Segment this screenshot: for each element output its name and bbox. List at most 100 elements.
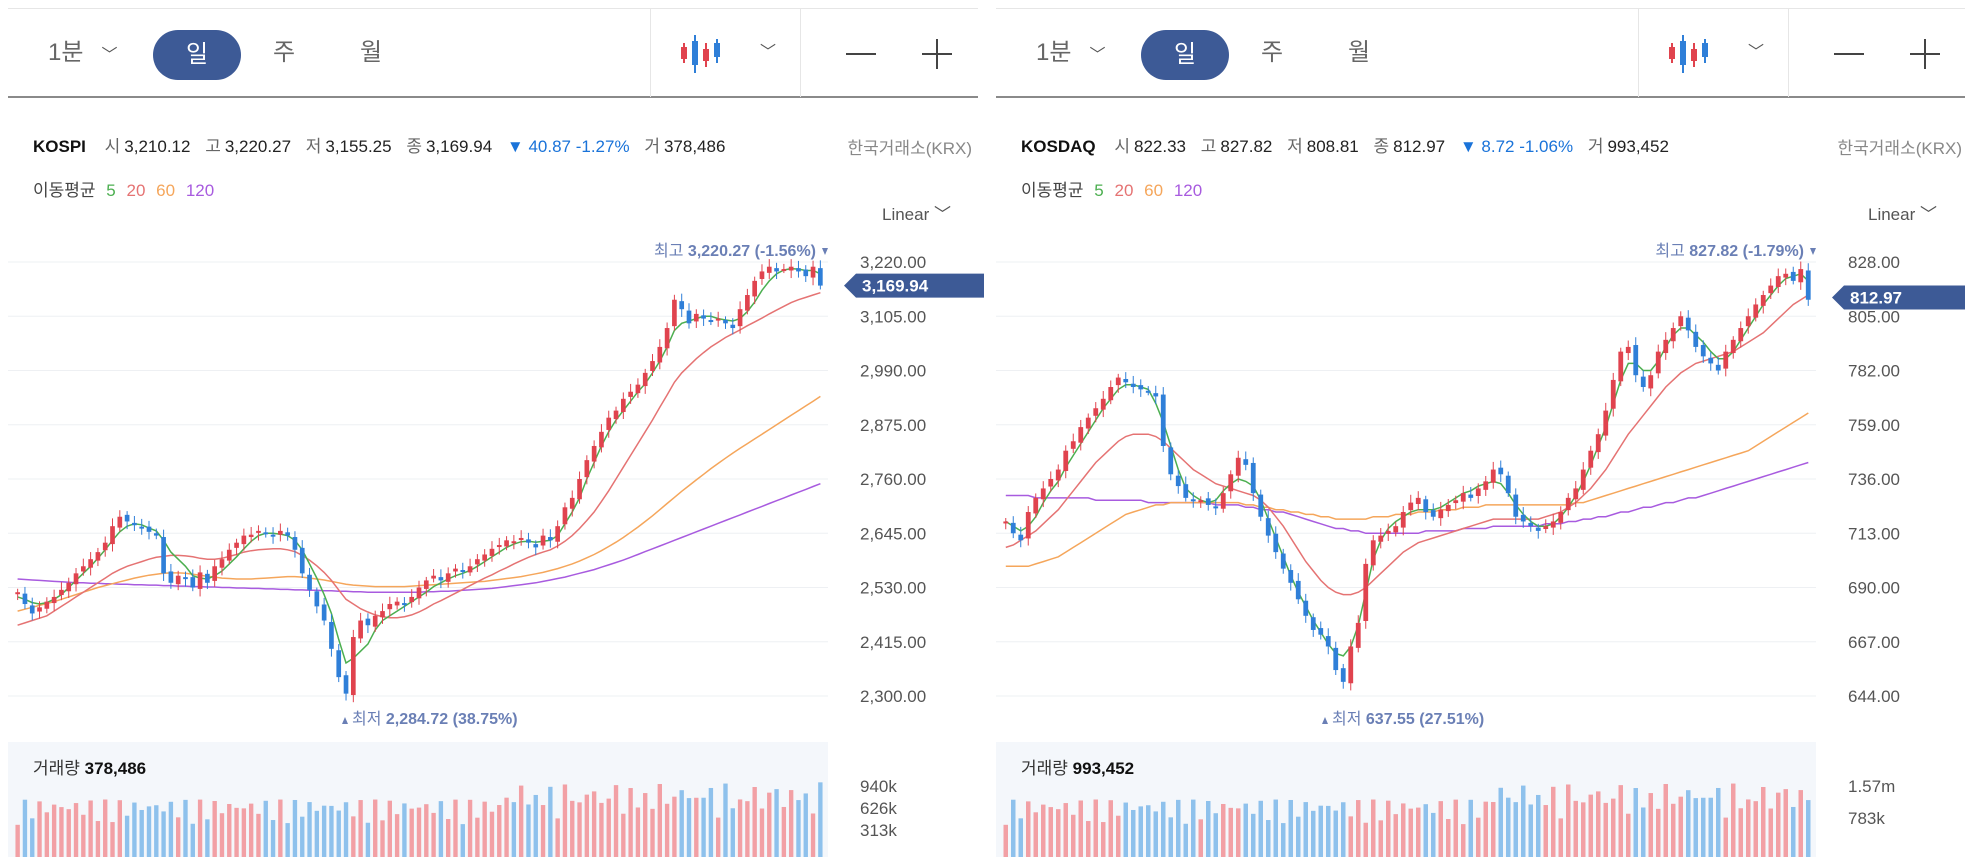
candle-body bbox=[693, 313, 699, 322]
volume-bar bbox=[1731, 783, 1736, 857]
volume-bar bbox=[657, 784, 662, 857]
volume-bar bbox=[307, 802, 312, 857]
volume-bar bbox=[1071, 814, 1076, 857]
timeframe-1min-dropdown[interactable]: 1분 ﹀ bbox=[48, 39, 118, 66]
y-tick-label: 644.00 bbox=[1848, 687, 1900, 706]
volume-bar bbox=[343, 802, 349, 857]
candle-body bbox=[1258, 494, 1264, 517]
volume-bar bbox=[482, 801, 487, 857]
volume-bar bbox=[1798, 790, 1803, 857]
candle-body bbox=[299, 547, 305, 574]
zoom-in-button[interactable] bbox=[1902, 31, 1948, 77]
volume-bar bbox=[1318, 805, 1323, 857]
ma120-legend[interactable]: 120 bbox=[185, 181, 215, 200]
candle-body bbox=[1655, 351, 1661, 374]
volume-bar bbox=[1716, 787, 1721, 857]
volume-bar bbox=[1093, 799, 1098, 857]
volume-bar bbox=[219, 813, 225, 857]
candle-body bbox=[1085, 417, 1091, 429]
exchange-label: 한국거래소(KRX) bbox=[847, 139, 972, 158]
symbol-name: KOSDAQ bbox=[1021, 137, 1096, 156]
candle-body bbox=[241, 535, 247, 545]
change-value: ▼ 8.72 -1.06% bbox=[1459, 137, 1574, 156]
chart-type-chevron-icon[interactable]: ﹀ bbox=[1748, 44, 1765, 61]
timeframe-day-button[interactable]: 일 bbox=[153, 30, 241, 80]
max-marker-icon bbox=[1810, 248, 1816, 255]
candle-body bbox=[1063, 450, 1069, 471]
volume-bar bbox=[1026, 801, 1031, 857]
volume-bar bbox=[759, 808, 765, 857]
candle-body bbox=[1183, 484, 1189, 498]
timeframe-week-button[interactable]: 주 bbox=[1261, 39, 1284, 66]
chart-toolbar: 1분 ﹀ 일 주 월 ﹀ bbox=[8, 8, 978, 98]
timeframe-month-button[interactable]: 월 bbox=[1348, 39, 1371, 66]
candle-body bbox=[314, 591, 320, 607]
volume-legend: 거래량 378,486 bbox=[33, 754, 146, 779]
exchange-label: 한국거래소(KRX) bbox=[1837, 139, 1962, 158]
scale-dropdown[interactable]: Linear ﹀ bbox=[1868, 200, 1937, 225]
candle-body bbox=[1198, 500, 1204, 503]
zoom-out-button[interactable] bbox=[838, 31, 884, 77]
candlestick-type-icon[interactable] bbox=[1668, 33, 1712, 75]
ma20-legend[interactable]: 20 bbox=[1114, 181, 1134, 200]
volume-bar bbox=[1536, 794, 1541, 857]
ma60-legend[interactable]: 60 bbox=[156, 181, 176, 200]
candle-body bbox=[263, 532, 269, 535]
candle-body bbox=[584, 460, 590, 478]
y-tick-label: 828.00 bbox=[1848, 253, 1900, 272]
volume-bar bbox=[1348, 816, 1353, 857]
zoom-out-button[interactable] bbox=[1826, 31, 1872, 77]
scale-dropdown[interactable]: Linear ﹀ bbox=[882, 200, 951, 225]
candlestick-type-icon[interactable] bbox=[680, 33, 724, 75]
candle-body bbox=[708, 320, 714, 323]
ma20-legend[interactable]: 20 bbox=[126, 181, 146, 200]
volume-bar bbox=[1701, 797, 1706, 857]
chart-type-chevron-icon[interactable]: ﹀ bbox=[760, 44, 777, 61]
ma60-legend[interactable]: 60 bbox=[1144, 181, 1164, 200]
candle-body bbox=[1790, 271, 1796, 281]
volume-total: 993,452 bbox=[1072, 759, 1135, 778]
price-chart[interactable]: 3,220.00 3,105.00 2,990.00 2,875.00 2,760.00… bbox=[8, 0, 984, 858]
ma5-legend[interactable]: 5 bbox=[1094, 181, 1104, 200]
candle-body bbox=[95, 552, 101, 561]
volume-bar bbox=[1806, 800, 1811, 857]
candle-body bbox=[686, 310, 692, 324]
candle-body bbox=[1685, 317, 1691, 331]
candle-body bbox=[73, 573, 79, 585]
candle-body bbox=[256, 530, 261, 533]
volume-bar bbox=[679, 790, 684, 857]
candle-body bbox=[387, 604, 393, 610]
volume-bar bbox=[124, 815, 130, 857]
timeframe-day-button[interactable]: 일 bbox=[1141, 30, 1229, 80]
candle-body bbox=[1145, 390, 1151, 393]
volume-bar bbox=[1483, 801, 1488, 857]
candle-body bbox=[818, 268, 823, 286]
candle-body bbox=[37, 607, 42, 612]
candle-body bbox=[1363, 563, 1369, 621]
volume-bar bbox=[460, 824, 465, 857]
price-chart[interactable]: 828.00 805.00 782.00 759.00 736.00 713.00 690.… bbox=[996, 0, 1965, 858]
high-label: 고 bbox=[1200, 137, 1217, 156]
timeframe-week-button[interactable]: 주 bbox=[273, 39, 296, 66]
candle-body bbox=[1153, 393, 1159, 397]
volume-bar bbox=[248, 803, 254, 857]
volume-bar bbox=[1648, 793, 1653, 857]
chevron-down-icon: ﹀ bbox=[101, 47, 118, 64]
timeframe-1min-dropdown[interactable]: 1분 ﹀ bbox=[1036, 39, 1106, 66]
volume-bar bbox=[1326, 805, 1331, 857]
ma120-legend[interactable]: 120 bbox=[1173, 181, 1203, 200]
candle-body bbox=[1648, 375, 1654, 389]
volume-bar bbox=[103, 799, 108, 857]
candle-body bbox=[1385, 530, 1391, 534]
candle-body bbox=[1760, 295, 1766, 306]
volume-bar bbox=[146, 806, 152, 857]
candle-body bbox=[1400, 512, 1406, 528]
zoom-in-button[interactable] bbox=[914, 31, 960, 77]
y-tick-label: 2,760.00 bbox=[860, 470, 926, 489]
candle-body bbox=[1580, 469, 1586, 490]
volume-bar bbox=[1671, 803, 1676, 857]
volume-bar bbox=[1138, 806, 1143, 857]
volume-bar bbox=[1438, 801, 1443, 857]
ma5-legend[interactable]: 5 bbox=[106, 181, 116, 200]
timeframe-month-button[interactable]: 월 bbox=[360, 39, 383, 66]
